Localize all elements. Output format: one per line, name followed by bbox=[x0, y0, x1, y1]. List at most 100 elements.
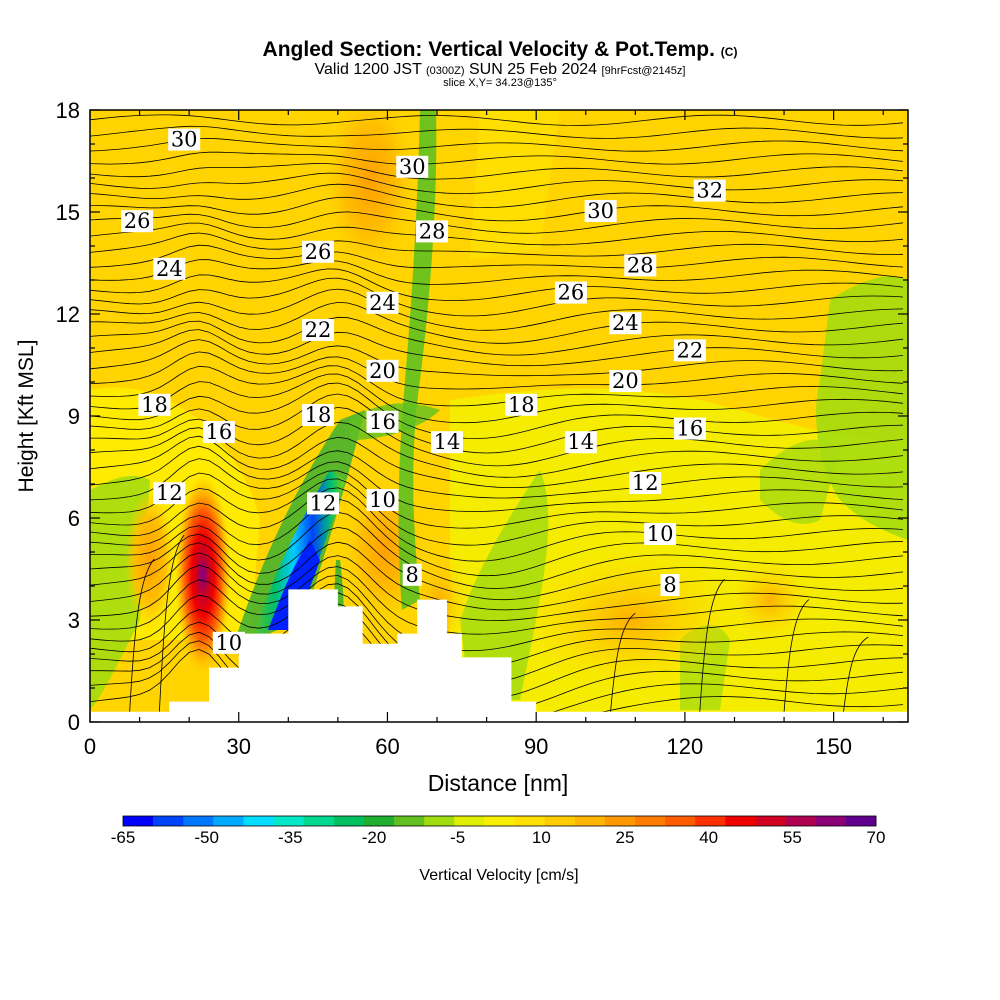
y-axis-label: Height [Kft MSL] bbox=[15, 340, 38, 493]
contour-label-text: 32 bbox=[696, 179, 723, 203]
x-tick-label: 90 bbox=[524, 734, 548, 759]
isentrope-line bbox=[90, 259, 904, 285]
contour-label: 24 bbox=[366, 291, 399, 315]
isentrope-line bbox=[90, 435, 904, 488]
contour-label: 12 bbox=[629, 471, 662, 495]
contour-label: 8 bbox=[660, 573, 680, 597]
y-tick-label: 12 bbox=[56, 302, 80, 327]
isentrope-line bbox=[90, 114, 904, 126]
contour-label-box bbox=[302, 240, 335, 263]
contour-label-box bbox=[366, 291, 399, 314]
contour-label-text: 18 bbox=[305, 403, 332, 427]
field-downdraft-max bbox=[268, 540, 320, 630]
contour-label-text: 16 bbox=[206, 420, 233, 444]
contour-label-text: 18 bbox=[141, 393, 168, 417]
contour-label-box bbox=[673, 339, 706, 362]
isentrope-line bbox=[90, 288, 904, 331]
colorbar-swatch bbox=[815, 816, 847, 826]
contour-label-text: 28 bbox=[627, 253, 654, 277]
velocity-field bbox=[90, 110, 908, 722]
contour-label: 30 bbox=[396, 155, 429, 179]
contour-label-box bbox=[554, 281, 587, 304]
contour-label-box bbox=[505, 393, 538, 416]
colorbar-tick-label: -65 bbox=[111, 828, 136, 847]
isentrope-line bbox=[90, 393, 904, 454]
contour-label-box bbox=[168, 128, 201, 151]
contour-label-text: 22 bbox=[676, 338, 703, 362]
isentrope-line bbox=[90, 552, 904, 622]
contour-label-box bbox=[396, 155, 429, 178]
field-up-east bbox=[520, 550, 740, 690]
contour-label: 26 bbox=[302, 240, 335, 264]
contour-label-text: 18 bbox=[508, 393, 535, 417]
colorbar-swatch bbox=[574, 816, 606, 826]
isentrope-line bbox=[90, 526, 904, 601]
colorbar-tick-label: -35 bbox=[278, 828, 303, 847]
isentrope-line bbox=[90, 511, 904, 589]
contour-label: 16 bbox=[366, 410, 399, 434]
field-up-west bbox=[125, 490, 175, 630]
isentrope-line bbox=[90, 301, 904, 344]
contour-label-box bbox=[307, 492, 340, 515]
colorbar-swatch bbox=[665, 816, 696, 826]
contour-label-box bbox=[366, 489, 399, 511]
colorbar: -65 -50 -35 -20 -5 10 25 40 55 70 bbox=[111, 815, 885, 847]
colorbar-tick-label: 10 bbox=[532, 828, 551, 847]
contour-label: 16 bbox=[202, 420, 235, 444]
colorbar-swatch bbox=[243, 816, 274, 826]
contour-label: 8 bbox=[402, 563, 422, 587]
slice-info: slice X,Y= 34.23@135° bbox=[443, 77, 557, 89]
contour-label: 24 bbox=[153, 257, 186, 281]
colorbar-swatch bbox=[273, 816, 305, 826]
colorbar-tick-label: 40 bbox=[699, 828, 718, 847]
contour-label-box bbox=[609, 370, 642, 392]
isentrope-line bbox=[90, 445, 904, 499]
contour-label-text: 20 bbox=[369, 359, 396, 383]
isentrope-line bbox=[699, 578, 725, 712]
colorbar-frame bbox=[122, 815, 877, 827]
contour-label-box bbox=[564, 431, 597, 454]
contour-label: 16 bbox=[673, 417, 706, 441]
y-tick-label: 18 bbox=[56, 98, 80, 123]
valid-utc: (0300Z) bbox=[426, 65, 465, 77]
isentrope-line bbox=[90, 137, 904, 152]
contour-label: 14 bbox=[430, 430, 463, 454]
x-tick-label: 60 bbox=[375, 734, 399, 759]
colorbar-tick-label: -5 bbox=[450, 828, 465, 847]
contour-label-text: 28 bbox=[419, 219, 446, 243]
isentrope-line bbox=[90, 365, 904, 407]
contour-label-text: 14 bbox=[567, 430, 594, 454]
y-tick-label: 9 bbox=[68, 404, 80, 429]
contour-label-box bbox=[416, 220, 449, 243]
contour-label-text: 24 bbox=[156, 257, 183, 281]
contour-label-text: 22 bbox=[305, 318, 332, 342]
contour-label: 22 bbox=[673, 338, 706, 362]
colorbar-swatch bbox=[123, 816, 154, 826]
isentrope-line bbox=[90, 478, 904, 546]
colorbar-swatch bbox=[333, 816, 365, 826]
contour-label: 14 bbox=[564, 430, 597, 454]
x-tick-label: 150 bbox=[815, 734, 852, 759]
contour-label-box bbox=[629, 472, 662, 494]
contour-label-box bbox=[584, 200, 617, 222]
isentrope-line bbox=[90, 211, 904, 234]
isentrope-line bbox=[90, 339, 904, 377]
isentrope-line bbox=[90, 498, 904, 577]
colorbar-swatch bbox=[153, 816, 184, 826]
contour-label-text: 10 bbox=[369, 488, 396, 512]
isentrope-line bbox=[610, 612, 636, 712]
x-tick-label: 30 bbox=[226, 734, 250, 759]
isentrope-line bbox=[90, 222, 904, 246]
isentrope-line bbox=[90, 162, 904, 180]
contour-label: 20 bbox=[366, 359, 399, 383]
contour-label: 32 bbox=[693, 179, 726, 203]
contour-label-box bbox=[302, 404, 335, 426]
colorbar-tick-label: -50 bbox=[194, 828, 219, 847]
isentrope-line bbox=[90, 351, 904, 390]
colorbar-swatch bbox=[514, 816, 545, 826]
colorbar-swatch bbox=[604, 816, 636, 826]
contour-label: 26 bbox=[554, 281, 587, 305]
contour-label: 30 bbox=[168, 128, 201, 152]
title-text: Angled Section: Vertical Velocity & Pot.… bbox=[262, 38, 715, 61]
